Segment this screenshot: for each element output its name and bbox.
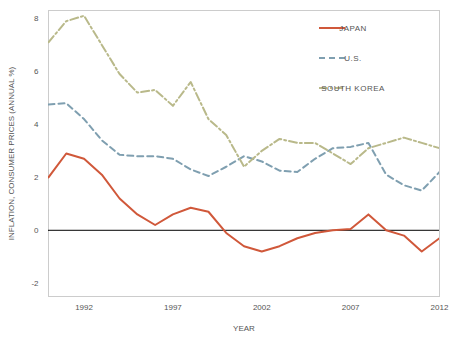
svg-text:6: 6 <box>34 67 39 76</box>
svg-text:-2: -2 <box>31 279 39 288</box>
svg-text:2002: 2002 <box>253 303 271 312</box>
svg-text:INFLATION, CONSUMER PRICES (AN: INFLATION, CONSUMER PRICES (ANNUAL %) <box>7 66 16 240</box>
svg-text:2012: 2012 <box>431 303 449 312</box>
svg-text:YEAR: YEAR <box>233 324 255 333</box>
svg-text:U.S.: U.S. <box>344 54 362 63</box>
svg-text:0: 0 <box>34 226 39 235</box>
svg-text:1992: 1992 <box>75 303 93 312</box>
svg-text:JAPAN: JAPAN <box>339 24 367 33</box>
svg-text:8: 8 <box>34 14 39 23</box>
svg-text:4: 4 <box>34 120 39 129</box>
svg-text:1997: 1997 <box>164 303 182 312</box>
svg-text:SOUTH KOREA: SOUTH KOREA <box>321 84 385 93</box>
svg-text:2: 2 <box>34 173 39 182</box>
svg-text:2007: 2007 <box>342 303 360 312</box>
